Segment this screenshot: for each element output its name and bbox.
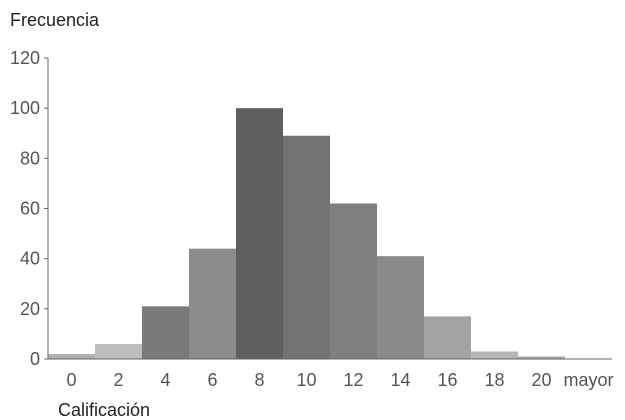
bar-16 bbox=[424, 316, 471, 359]
bar-6 bbox=[189, 248, 236, 359]
x-tick-label-14: 14 bbox=[390, 370, 410, 390]
x-tick-label-2: 2 bbox=[113, 370, 123, 390]
x-tick-label-0: 0 bbox=[66, 370, 76, 390]
bar-10 bbox=[283, 135, 330, 359]
x-tick-label-12: 12 bbox=[343, 370, 363, 390]
x-tick-label-mayor: mayor bbox=[563, 370, 613, 390]
x-tick-label-18: 18 bbox=[484, 370, 504, 390]
x-axis-title: Calificación bbox=[58, 400, 150, 420]
x-tick-label-8: 8 bbox=[254, 370, 264, 390]
bar-12 bbox=[330, 203, 377, 359]
y-ticks-group: 0 20 40 60 80 100 120 bbox=[10, 48, 48, 369]
y-tick-label-60: 60 bbox=[20, 199, 40, 219]
y-tick-label-20: 20 bbox=[20, 299, 40, 319]
x-ticks-group: 0 2 4 6 8 10 12 14 16 18 20 mayor bbox=[66, 370, 613, 390]
x-tick-label-4: 4 bbox=[160, 370, 170, 390]
bar-18 bbox=[471, 351, 518, 359]
x-tick-label-10: 10 bbox=[296, 370, 316, 390]
bar-2 bbox=[95, 343, 142, 359]
x-tick-label-20: 20 bbox=[531, 370, 551, 390]
bar-20 bbox=[518, 356, 565, 359]
bar-8 bbox=[236, 108, 283, 359]
y-tick-label-120: 120 bbox=[10, 48, 40, 68]
x-tick-label-16: 16 bbox=[437, 370, 457, 390]
y-tick-label-80: 80 bbox=[20, 148, 40, 168]
y-tick-label-40: 40 bbox=[20, 249, 40, 269]
y-axis-title: Frecuencia bbox=[10, 10, 100, 30]
x-tick-label-6: 6 bbox=[207, 370, 217, 390]
y-tick-label-0: 0 bbox=[30, 349, 40, 369]
bar-0 bbox=[48, 353, 95, 359]
bars-group bbox=[48, 108, 565, 359]
y-tick-label-100: 100 bbox=[10, 98, 40, 118]
bar-14 bbox=[377, 256, 424, 359]
bar-4 bbox=[142, 306, 189, 359]
